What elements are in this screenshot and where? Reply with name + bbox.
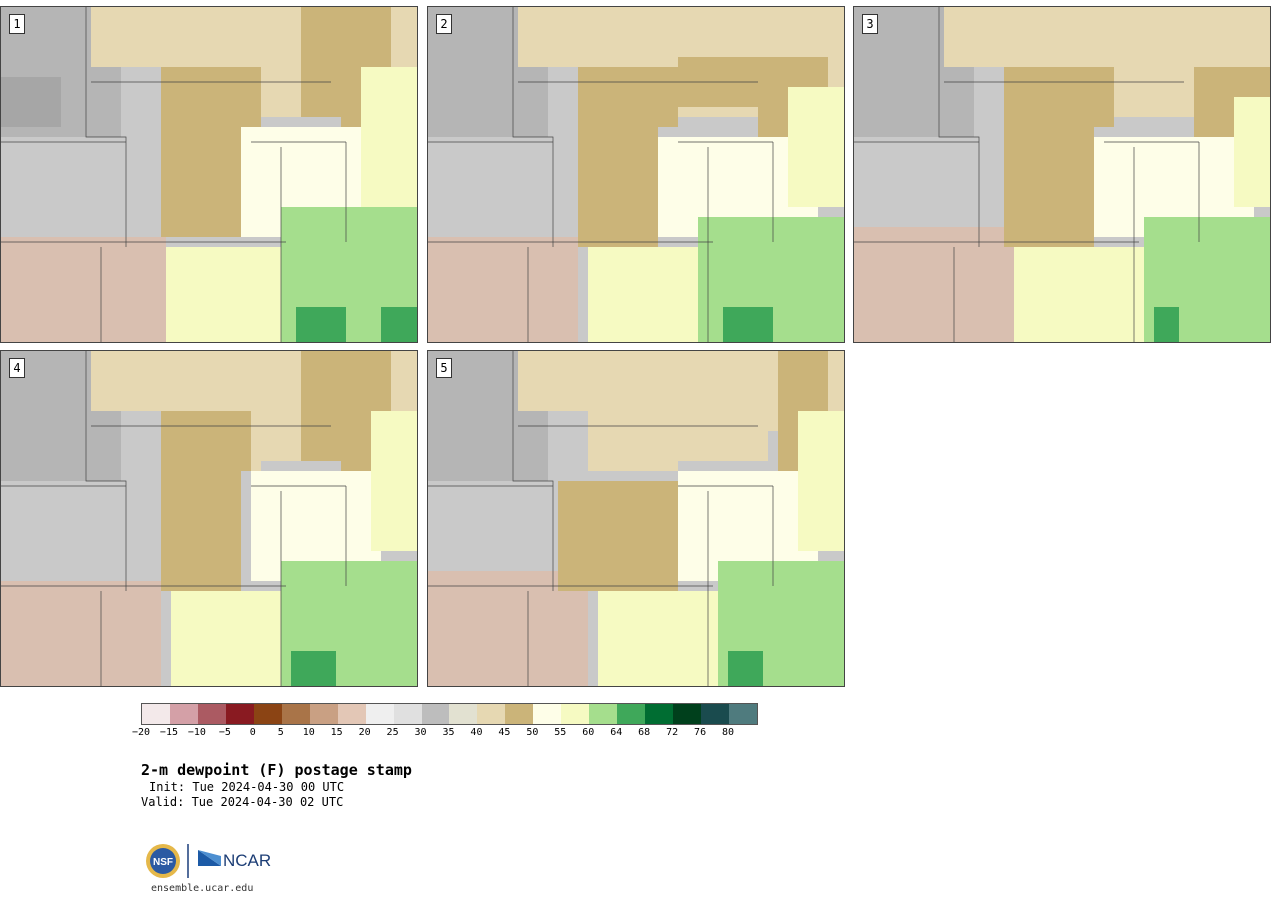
colorbar-tick-label: 64 [610, 727, 623, 738]
colorbar-swatch [449, 704, 478, 724]
colorbar-tick-label: 0 [249, 727, 256, 738]
colorbar-tick-label: 68 [638, 727, 651, 738]
logos: NSF NCAR [143, 842, 278, 882]
colorbar-swatch [142, 704, 170, 724]
site-url: ensemble.ucar.edu [151, 883, 254, 894]
colorbar-swatch [393, 704, 422, 724]
chart-title: 2-m dewpoint (F) postage stamp [141, 761, 412, 779]
colorbar-tick-label: 5 [277, 727, 284, 738]
dewpoint-map [854, 7, 1270, 342]
colorbar-tick-label: 25 [386, 727, 399, 738]
colorbar-tick-label: 45 [498, 727, 511, 738]
colorbar-tick-label: 35 [442, 727, 455, 738]
panel-number: 4 [9, 358, 25, 378]
colorbar-tick-label: 50 [526, 727, 539, 738]
colorbar-tick-label: 80 [722, 727, 735, 738]
map-panel-3: 3 [853, 6, 1271, 343]
colorbar [141, 703, 758, 725]
map-panel-4: 4 [0, 350, 418, 687]
colorbar-swatch [533, 704, 562, 724]
colorbar-tick-label: 72 [666, 727, 679, 738]
valid-time: Valid: Tue 2024-04-30 02 UTC [141, 795, 344, 809]
colorbar-swatch [281, 704, 310, 724]
colorbar-tick-label: 30 [414, 727, 427, 738]
colorbar-tick-label: 55 [554, 727, 567, 738]
dewpoint-map [1, 351, 417, 686]
colorbar-tick-label: −20 [131, 727, 151, 738]
colorbar-swatch [589, 704, 618, 724]
colorbar-swatch [505, 704, 534, 724]
colorbar-swatch [617, 704, 646, 724]
dewpoint-map [428, 351, 844, 686]
colorbar-tick-label: −15 [159, 727, 178, 738]
nsf-logo-text: NSF [153, 857, 173, 868]
map-panel-1: 1 [0, 6, 418, 343]
colorbar-swatch [477, 704, 506, 724]
colorbar-tick-label: 60 [582, 727, 595, 738]
colorbar-swatch [309, 704, 338, 724]
dewpoint-map [428, 7, 844, 342]
colorbar-tick-label: −10 [187, 727, 206, 738]
colorbar-swatch [701, 704, 730, 724]
panel-number: 5 [436, 358, 452, 378]
colorbar-swatch [169, 704, 198, 724]
colorbar-swatch [729, 704, 757, 724]
init-time: Init: Tue 2024-04-30 00 UTC [149, 780, 345, 794]
colorbar-ticks: −20 −15 −10 −5 0 5 10 15 20 25 30 35 40 45 50 55 60 64 68 7… [131, 727, 771, 741]
colorbar-swatch [561, 704, 590, 724]
dewpoint-map [1, 7, 417, 342]
colorbar-tick-label: 20 [358, 727, 371, 738]
nsf-logo-icon: NSF [146, 844, 180, 878]
colorbar-tick-label: −5 [218, 727, 231, 738]
map-panel-2: 2 [427, 6, 845, 343]
ncar-logo-icon: NCAR [198, 850, 271, 870]
colorbar-swatch [421, 704, 450, 724]
colorbar-tick-label: 10 [302, 727, 315, 738]
panel-number: 3 [862, 14, 878, 34]
ncar-logo-text: NCAR [223, 851, 271, 870]
colorbar-tick-label: 40 [470, 727, 483, 738]
colorbar-swatch [197, 704, 226, 724]
colorbar-swatch [673, 704, 702, 724]
colorbar-swatch [645, 704, 674, 724]
colorbar-swatch [365, 704, 394, 724]
colorbar-swatch [225, 704, 254, 724]
panel-number: 2 [436, 14, 452, 34]
map-panel-5: 5 [427, 350, 845, 687]
panel-number: 1 [9, 14, 25, 34]
colorbar-tick-label: 15 [330, 727, 343, 738]
colorbar-swatch [337, 704, 366, 724]
colorbar-swatch [253, 704, 282, 724]
colorbar-tick-label: 76 [694, 727, 707, 738]
